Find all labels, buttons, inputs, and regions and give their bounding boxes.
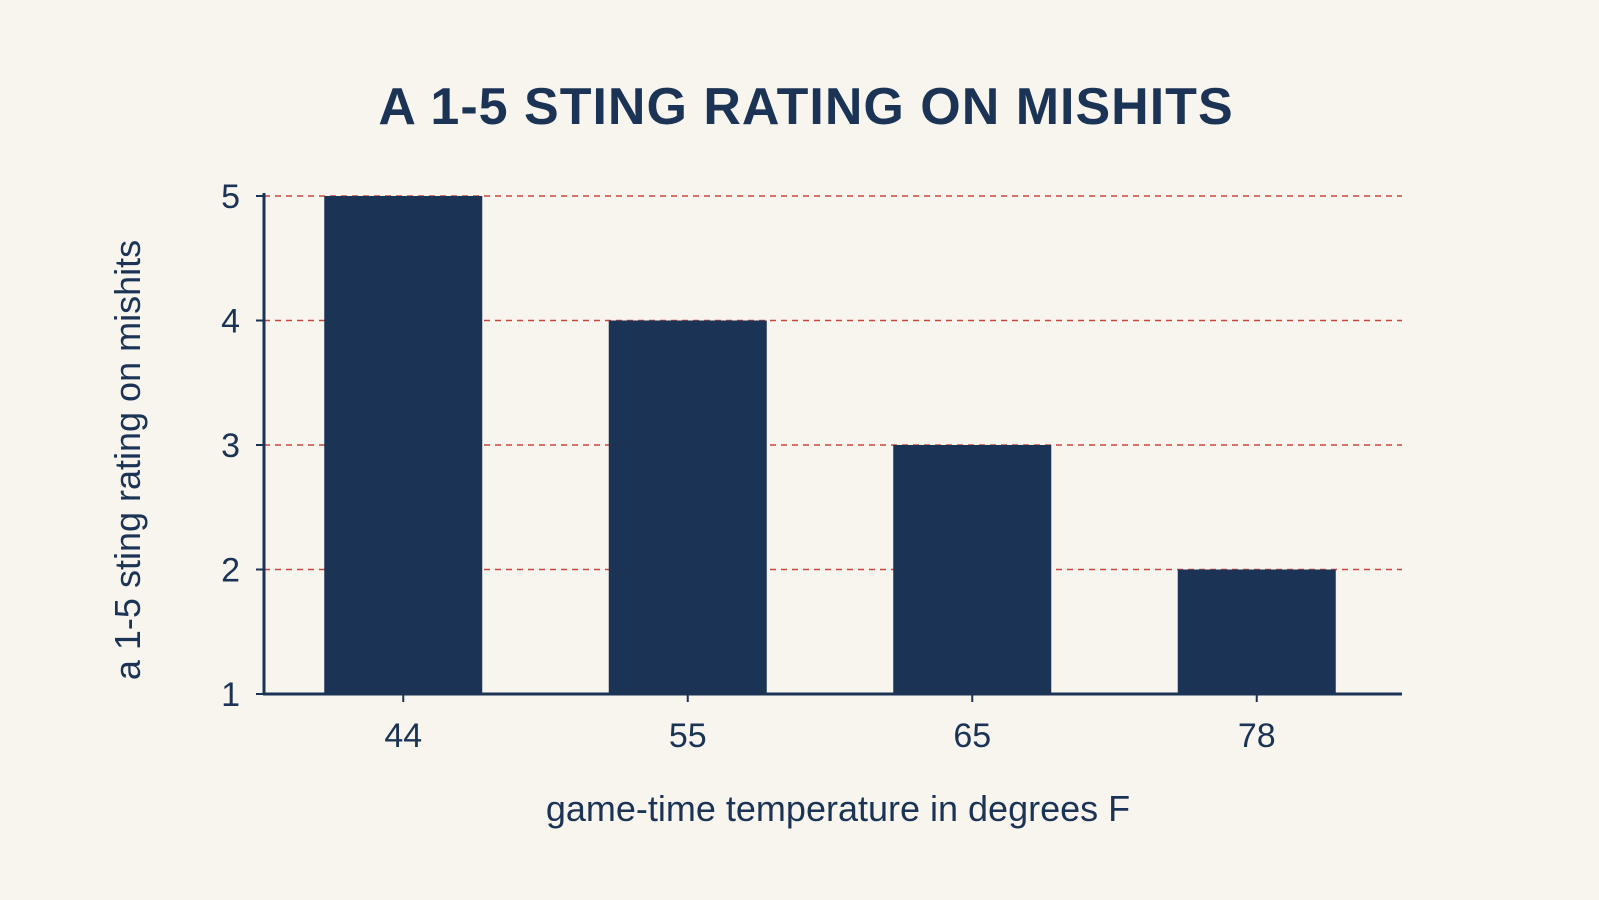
y-tick-label: 4 — [221, 303, 240, 341]
x-axis-ticks: 44 55 65 78 — [384, 694, 1276, 755]
bar-44 — [324, 196, 483, 694]
y-tick-label: 3 — [221, 427, 240, 465]
x-tick-label: 78 — [1238, 717, 1276, 755]
bar-55 — [608, 320, 767, 694]
y-axis-ticks: 1 2 3 4 5 — [221, 178, 264, 714]
bars — [324, 196, 1336, 694]
bar-78 — [1177, 569, 1336, 694]
x-axis-label: game-time temperature in degrees F — [546, 788, 1130, 829]
y-axis-label: a 1-5 sting rating on mishits — [107, 240, 148, 680]
x-tick-label: 55 — [669, 717, 707, 755]
chart-title: A 1-5 STING RATING ON MISHITS — [378, 78, 1233, 136]
y-tick-label: 2 — [221, 552, 240, 590]
bar-65 — [893, 445, 1052, 694]
y-tick-label: 5 — [221, 178, 240, 216]
x-tick-label: 65 — [953, 717, 991, 755]
y-tick-label: 1 — [221, 676, 240, 714]
x-tick-label: 44 — [384, 717, 422, 755]
